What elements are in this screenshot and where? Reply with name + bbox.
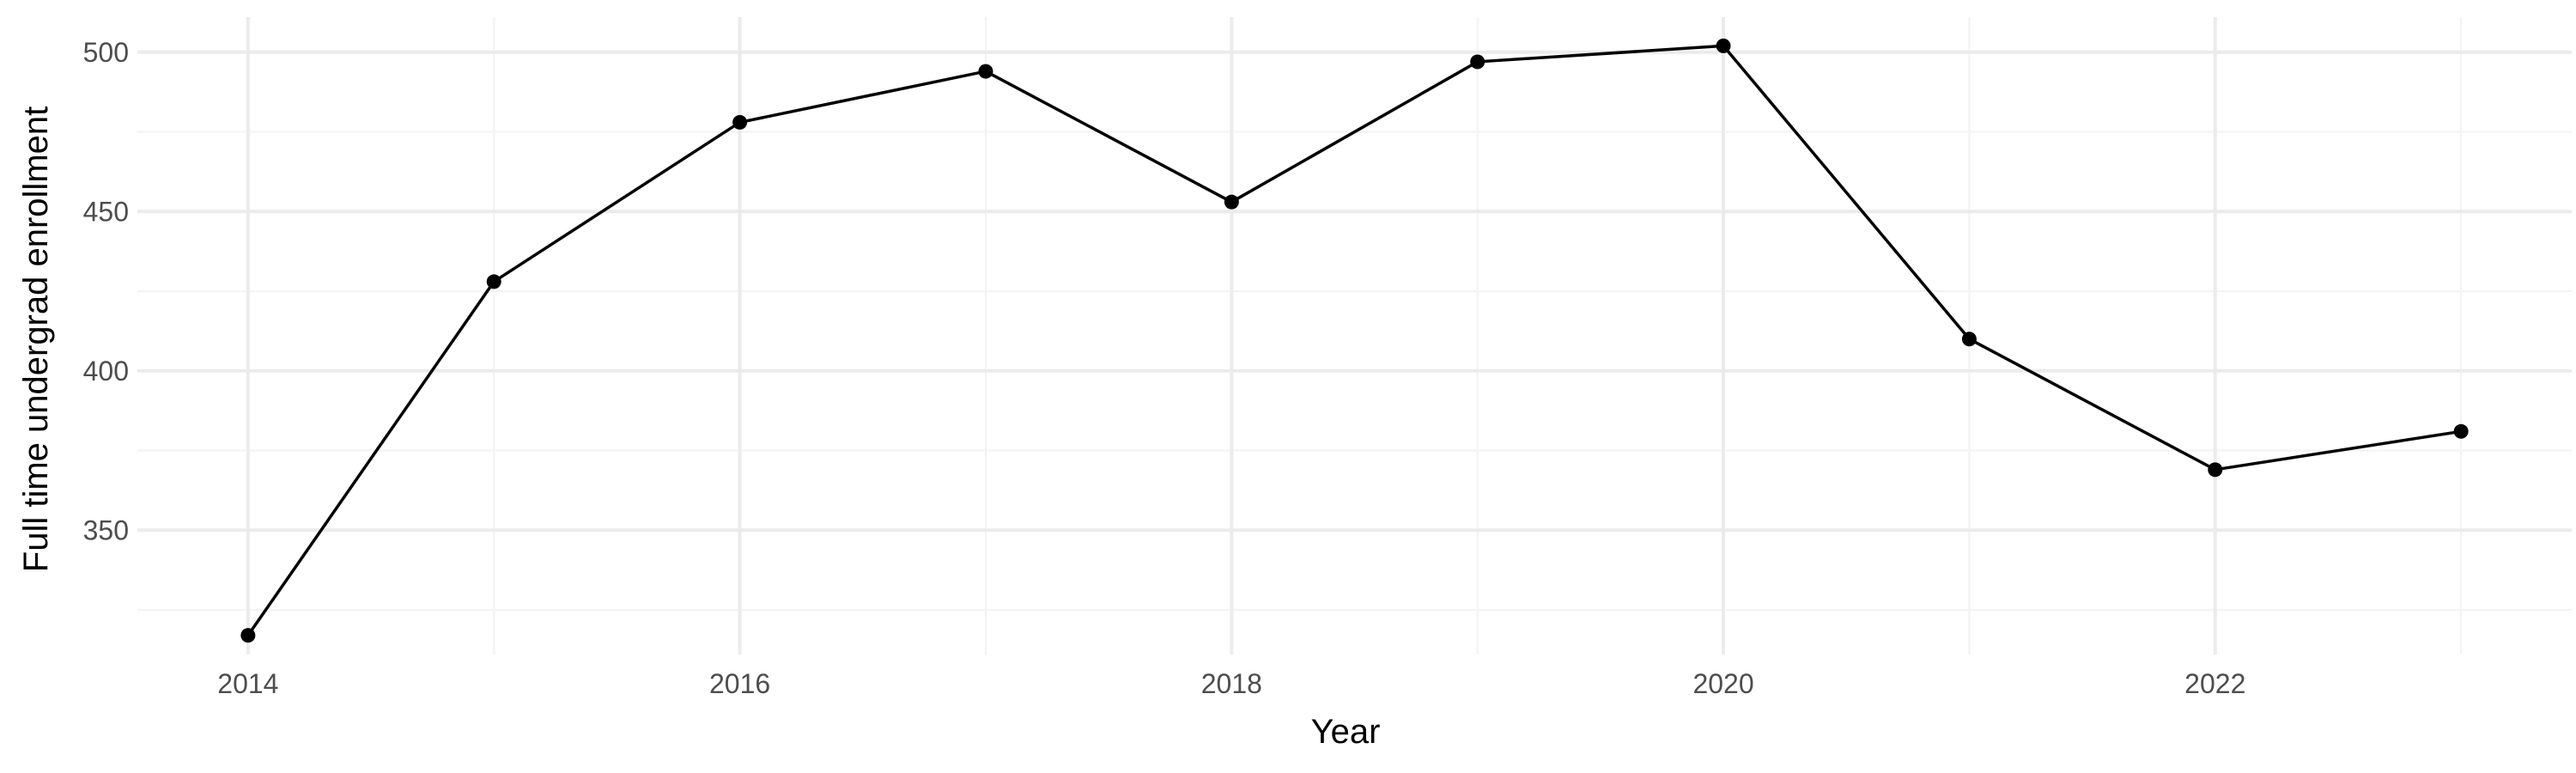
x-tick-label: 2020 bbox=[1692, 668, 1753, 699]
data-point bbox=[978, 64, 993, 79]
data-point bbox=[1224, 194, 1239, 210]
x-axis-tick-labels: 2014 2016 2018 2020 2022 bbox=[217, 668, 2245, 699]
data-point bbox=[240, 628, 256, 643]
x-tick-label: 2022 bbox=[2184, 668, 2245, 699]
data-point bbox=[732, 114, 748, 130]
series-layer bbox=[240, 38, 2469, 643]
y-tick-label: 450 bbox=[83, 196, 129, 227]
y-tick-label: 400 bbox=[83, 356, 129, 386]
data-point bbox=[486, 274, 501, 289]
y-tick-label: 500 bbox=[83, 37, 129, 68]
major-gridlines bbox=[137, 17, 2572, 654]
y-tick-label: 350 bbox=[83, 514, 129, 545]
x-axis-title: Year bbox=[1311, 713, 1381, 751]
y-axis-tick-labels: 350 400 450 500 bbox=[83, 37, 129, 546]
x-tick-label: 2014 bbox=[217, 668, 278, 699]
series-line bbox=[246, 44, 2462, 636]
x-tick-label: 2018 bbox=[1201, 668, 1262, 699]
data-point bbox=[1470, 54, 1485, 70]
y-axis-title: Full time undergrad enrollment bbox=[17, 107, 55, 572]
data-point bbox=[2208, 462, 2223, 478]
minor-gridlines bbox=[137, 17, 2572, 654]
data-point bbox=[2453, 423, 2469, 439]
x-tick-label: 2016 bbox=[709, 668, 770, 699]
data-point bbox=[1716, 38, 1731, 53]
data-point bbox=[1961, 332, 1977, 347]
